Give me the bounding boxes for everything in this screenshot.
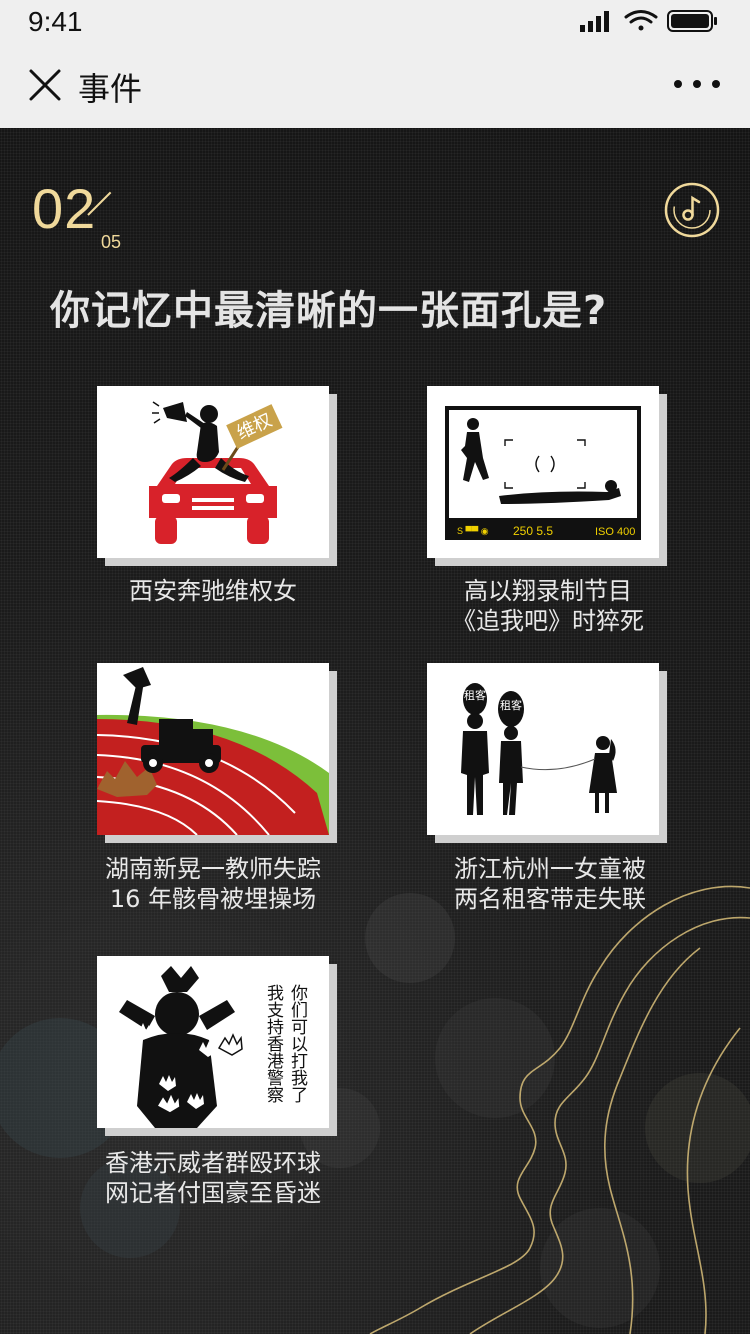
question-number: 02 <box>32 177 97 240</box>
option-caption-3: 湖南新晃一教师失踪 16 年骸骨被埋操场 <box>63 854 363 914</box>
caption-line: 《追我吧》时猝死 <box>452 607 644 635</box>
wifi-icon <box>624 10 658 31</box>
nav-bar: 事件 <box>0 44 750 129</box>
question-text: 你记忆中最清晰的一张面孔是? <box>50 288 608 334</box>
caption-line: 网记者付国豪至昏迷 <box>105 1179 321 1207</box>
option-caption-4: 浙江杭州一女童被 两名租客带走失联 <box>400 854 700 914</box>
caption-line: 两名租客带走失联 <box>454 885 646 913</box>
tenant-bubble-text: 租客 <box>464 688 486 702</box>
slogan-line: 你们可以打我了 <box>287 984 308 1103</box>
svg-text:S ▀▀ ◉: S ▀▀ ◉ <box>457 525 489 536</box>
hong-kong-protest-illustration: 我支持香港警察 你们可以打我了 <box>119 966 308 1128</box>
status-bar: 9:41 <box>0 0 750 44</box>
option-caption-2: 高以翔录制节目 《追我吧》时猝死 <box>398 576 698 636</box>
question-panel: 02 05 你记忆中最清晰的一张面孔是? <box>0 128 750 1334</box>
caption-line: 浙江杭州一女童被 <box>454 855 646 883</box>
status-time: 9:41 <box>28 6 83 37</box>
music-icon[interactable] <box>664 182 720 238</box>
signal-icon <box>580 11 609 32</box>
caption-line: 16 年骸骨被埋操场 <box>109 885 317 913</box>
battery-icon <box>667 10 717 32</box>
caption-line: 西安奔驰维权女 <box>129 577 297 605</box>
option-card-1[interactable]: 维权 <box>97 386 329 558</box>
slogan-line: 我支持香港警察 <box>263 984 284 1103</box>
option-card-4[interactable]: 租客 租客 <box>427 663 659 835</box>
tenants-girl-illustration: 租客 租客 <box>461 683 617 815</box>
excavator-track-illustration <box>97 663 329 835</box>
camera-viewfinder-illustration: S ▀▀ ◉ 250 5.5 ISO 400 <box>445 406 641 540</box>
caption-line: 香港示威者群殴环球 <box>105 1149 321 1177</box>
option-card-2[interactable]: S ▀▀ ◉ 250 5.5 ISO 400 <box>427 386 659 558</box>
page-title: 事件 <box>78 70 143 108</box>
question-total: 05 <box>101 232 122 252</box>
camera-iso: ISO 400 <box>595 526 635 538</box>
more-icon[interactable] <box>672 74 722 94</box>
protest-car-illustration: 维权 <box>149 401 283 544</box>
option-caption-1: 西安奔驰维权女 <box>63 576 363 606</box>
option-card-5[interactable]: 我支持香港警察 你们可以打我了 <box>97 956 329 1128</box>
caption-line: 高以翔录制节目 <box>464 577 632 605</box>
option-caption-5: 香港示威者群殴环球 网记者付国豪至昏迷 <box>63 1148 363 1208</box>
status-icons <box>580 10 717 32</box>
option-card-3[interactable] <box>97 663 329 835</box>
camera-readout: 250 5.5 <box>513 524 553 538</box>
tenant-bubble-text: 租客 <box>500 698 522 712</box>
close-icon[interactable] <box>28 68 62 102</box>
caption-line: 湖南新晃一教师失踪 <box>105 855 321 883</box>
